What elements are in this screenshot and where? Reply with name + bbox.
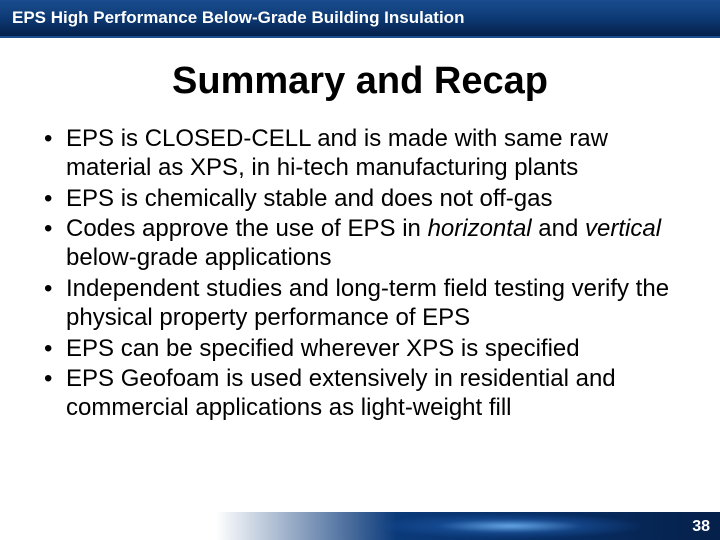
bullet-list: EPS is CLOSED-CELL and is made with same… (38, 125, 690, 423)
bullet-text: Independent studies and long-term field … (66, 275, 669, 331)
bullet-text: EPS is CLOSED-CELL and is made with same… (66, 125, 608, 181)
bullet-text-em: horizontal (428, 215, 532, 242)
footer-bar: 38 (0, 512, 720, 540)
page-number: 38 (692, 518, 710, 536)
bullet-item: EPS is chemically stable and does not of… (38, 185, 690, 214)
bullet-text-mid: and (532, 215, 585, 242)
bullet-text-pre: Codes approve the use of EPS in (66, 215, 428, 242)
bullet-item: EPS is CLOSED-CELL and is made with same… (38, 125, 690, 183)
bullet-item: Codes approve the use of EPS in horizont… (38, 215, 690, 273)
footer-glow (380, 514, 640, 538)
bullet-text: EPS can be specified wherever XPS is spe… (66, 335, 580, 362)
content-area: EPS is CLOSED-CELL and is made with same… (0, 125, 720, 423)
bullet-item: Independent studies and long-term field … (38, 275, 690, 333)
bullet-text: EPS is chemically stable and does not of… (66, 185, 553, 212)
bullet-text: EPS Geofoam is used extensively in resid… (66, 365, 616, 421)
bullet-text-post: below-grade applications (66, 244, 332, 271)
slide-title: Summary and Recap (0, 60, 720, 103)
header-title: EPS High Performance Below-Grade Buildin… (12, 8, 464, 28)
header-underline (0, 36, 720, 38)
header-bar: EPS High Performance Below-Grade Buildin… (0, 0, 720, 36)
bullet-item: EPS Geofoam is used extensively in resid… (38, 365, 690, 423)
bullet-text-em: vertical (585, 215, 661, 242)
bullet-item: EPS can be specified wherever XPS is spe… (38, 335, 690, 364)
slide: EPS High Performance Below-Grade Buildin… (0, 0, 720, 540)
